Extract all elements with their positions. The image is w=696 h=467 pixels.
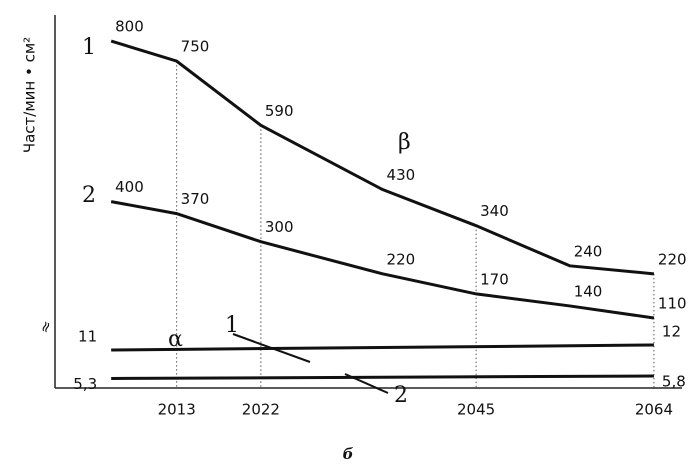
value-label: 340 (480, 202, 509, 220)
value-label: 220 (658, 250, 687, 268)
series-name: 1 (82, 35, 96, 60)
value-label: 590 (265, 102, 294, 120)
axis-break: ≈ (35, 318, 56, 336)
value-label: 12 (662, 323, 681, 341)
value-label: 170 (480, 270, 509, 288)
series-name: 2 (82, 183, 96, 208)
series-name: 1 (225, 313, 239, 338)
series-line (111, 343, 654, 352)
value-label: 240 (574, 242, 603, 260)
series-name: 2 (394, 383, 408, 408)
series-line (110, 39, 655, 276)
annotation: β (398, 130, 411, 155)
x-tick-label: 2022 (242, 401, 280, 419)
value-label: 750 (181, 38, 210, 56)
caption: б (343, 445, 354, 463)
value-label: 5,3 (73, 375, 97, 393)
annotation: α (168, 327, 183, 352)
value-label: 220 (387, 250, 416, 268)
series-line (110, 200, 655, 320)
y-axis-label: Част/мин • см² (21, 37, 39, 153)
value-label: 5,8 (662, 373, 686, 391)
value-label: 400 (115, 178, 144, 196)
value-label: 370 (181, 190, 210, 208)
value-label: 11 (78, 328, 97, 346)
value-label: 110 (658, 294, 687, 312)
value-label: 430 (387, 166, 416, 184)
value-label: 300 (265, 218, 294, 236)
x-tick-label: 2045 (457, 401, 495, 419)
value-label: 140 (574, 282, 603, 300)
series-line (111, 374, 654, 380)
x-tick-label: 2064 (635, 401, 673, 419)
value-label: 800 (115, 18, 144, 36)
x-tick-label: 2013 (158, 401, 196, 419)
